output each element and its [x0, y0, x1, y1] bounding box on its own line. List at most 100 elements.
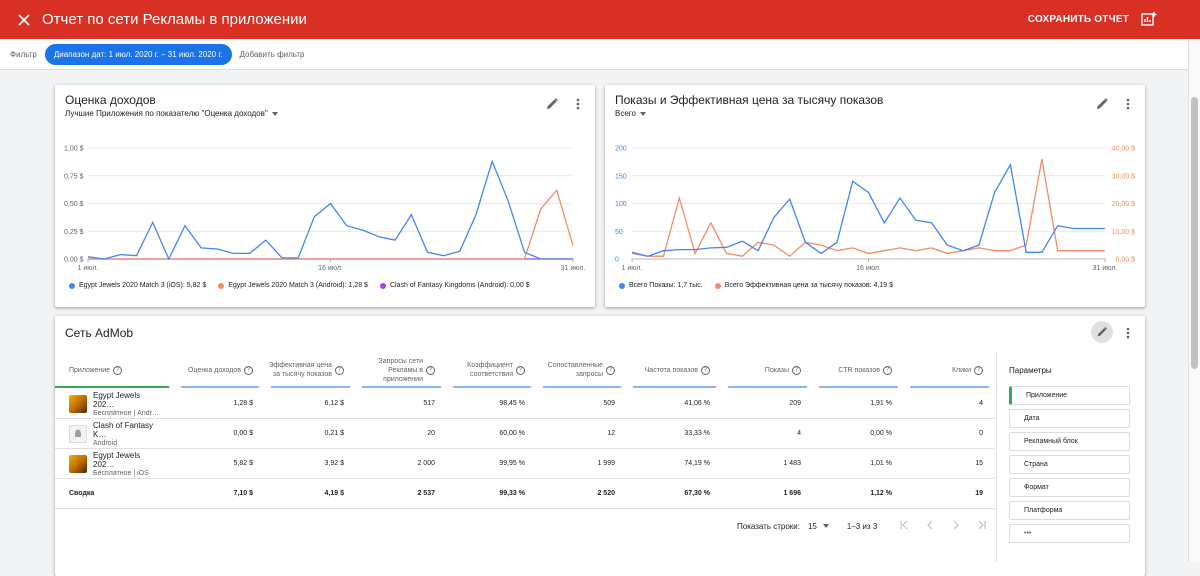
filter-bar: Фильтр Диапазон дат: 1 июл. 2020 г. – 31… — [0, 39, 1188, 70]
table-row[interactable]: Egypt Jewels 202… Бесплатное | iOS 5,82 $… — [55, 449, 995, 479]
col-header-app[interactable]: Приложение? — [55, 352, 175, 388]
legend-label: Clash of Fantasy Kingdoms (Android): 0,0… — [389, 282, 530, 289]
export-chart-icon[interactable] — [1141, 11, 1157, 32]
col-header-ecpm[interactable]: Эффективная цена за тысячу показов? — [265, 352, 356, 388]
col-header-matched-requests[interactable]: Сопоставленные запросы? — [537, 352, 627, 388]
legend-label: Egypt Jewels 2020 Match 3 (Android): 1,2… — [228, 282, 368, 289]
ecpm-cell: 3,92 $ — [324, 460, 344, 467]
ctr-cell: 1,12 % — [870, 490, 892, 497]
edit-pencil-icon[interactable] — [545, 97, 561, 113]
col-header-requests[interactable]: Запросы сети Рекламы в приложении? — [356, 352, 447, 388]
col-header-label: Приложение — [69, 366, 111, 374]
table-header: Приложение? Оценка доходов? Эффективная … — [55, 352, 995, 388]
app-name: Egypt Jewels 202… — [93, 390, 141, 409]
rows-per-page-select[interactable]: 15 — [808, 522, 829, 531]
app-platform: Бесплатное | Andr… — [93, 409, 159, 417]
legend-item[interactable]: Всего Эффективная цена за тысячу показов… — [714, 282, 893, 289]
col-header-line: запросы — [575, 371, 603, 378]
help-icon[interactable]: ? — [244, 365, 253, 375]
help-icon[interactable]: ? — [883, 365, 892, 375]
col-header-clicks[interactable]: Клики? — [904, 352, 995, 388]
app-cell[interactable]: Egypt Jewels 202… Бесплатное | Andr… — [55, 391, 175, 417]
impressions-cell: 1 483 — [783, 460, 801, 467]
help-icon[interactable]: ? — [113, 365, 123, 375]
dropdown-arrow-icon — [271, 111, 278, 116]
app-platform: Android — [93, 439, 118, 447]
show-rate-cell: 41,06 % — [684, 400, 710, 407]
ctr-cell: 1,91 % — [870, 400, 892, 407]
show-rate-cell: 67,30 % — [684, 490, 710, 497]
revenue-cell: 1,28 $ — [233, 400, 253, 407]
impressions-card: Показы и Эффективная цена за тысячу пока… — [605, 85, 1145, 307]
col-header-ctr[interactable]: CTR показов? — [813, 352, 904, 388]
param-platform-button[interactable]: Платформа — [1009, 501, 1130, 520]
scrollbar-thumb[interactable] — [1191, 97, 1198, 369]
help-icon[interactable]: ? — [974, 365, 983, 375]
col-header-show-rate[interactable]: Частота показов? — [627, 352, 722, 388]
more-vert-icon[interactable] — [1125, 97, 1131, 113]
param-app-button[interactable]: Приложение — [1009, 386, 1130, 405]
date-range-chip[interactable]: Диапазон дат: 1 июл. 2020 г. – 31 июл. 2… — [44, 43, 232, 65]
table-row[interactable]: Egypt Jewels 202… Бесплатное | Andr… 1,28… — [55, 389, 995, 419]
clicks-cell: 15 — [975, 460, 983, 467]
first-page-icon[interactable] — [899, 520, 909, 532]
sort-bar — [633, 386, 716, 388]
sort-bar — [819, 386, 898, 388]
more-vert-icon[interactable] — [575, 97, 581, 113]
app-cell[interactable]: Clash of Fantasy K… Android — [55, 421, 175, 447]
help-icon[interactable]: ? — [516, 365, 525, 375]
col-header-label: Частота показов — [644, 366, 698, 374]
col-header-impressions[interactable]: Показы? — [722, 352, 813, 388]
param-more-button[interactable]: ••• — [1009, 524, 1130, 543]
legend-item[interactable]: Egypt Jewels 2020 Match 3 (iOS): 5,82 $ — [69, 282, 206, 289]
impressions-card-subtitle-dropdown[interactable]: Всего — [615, 109, 646, 118]
match-rate-cell: 99,95 % — [499, 460, 525, 467]
page-scrollbar[interactable] — [1188, 39, 1200, 562]
series-line — [631, 162, 1105, 257]
param-format-button[interactable]: Формат — [1009, 478, 1130, 497]
sort-bar — [728, 386, 807, 388]
legend-item[interactable]: Всего Показы: 1,7 тыс. — [619, 282, 703, 289]
admob-table-title: Сеть AdMob — [65, 326, 134, 340]
revenue-card-subtitle-dropdown[interactable]: Лучшие Приложения по показателю "Оценка … — [65, 109, 278, 118]
app-cell[interactable]: Egypt Jewels 202… Бесплатное | iOS — [55, 451, 175, 477]
app-platform: Бесплатное | iOS — [93, 469, 149, 477]
revenue-card: Оценка доходов Лучшие Приложения по пока… — [55, 85, 595, 307]
col-header-label: Эффективная цена за тысячу показов — [269, 361, 333, 379]
requests-cell: 2 537 — [417, 490, 435, 497]
help-icon[interactable]: ? — [701, 365, 710, 375]
help-icon[interactable]: ? — [335, 365, 344, 375]
save-report-button[interactable]: СОХРАНИТЬ ОТЧЕТ — [1027, 14, 1129, 25]
param-date-button[interactable]: Дата — [1009, 409, 1130, 428]
help-icon[interactable]: ? — [606, 365, 615, 375]
close-icon[interactable] — [0, 0, 48, 39]
help-icon[interactable]: ? — [426, 365, 435, 375]
col-header-match-rate[interactable]: Коэффициент соответствия? — [447, 352, 537, 388]
legend-label: Egypt Jewels 2020 Match 3 (iOS): 5,82 $ — [79, 282, 207, 289]
legend-dot — [379, 282, 386, 289]
revenue-cell: 5,82 $ — [233, 460, 253, 467]
col-header-line: за тысячу показов — [272, 371, 332, 378]
col-header-revenue[interactable]: Оценка доходов? — [175, 352, 265, 388]
sort-bar — [55, 386, 169, 388]
edit-pencil-icon[interactable] — [1095, 97, 1111, 113]
help-icon[interactable]: ? — [792, 365, 801, 375]
param-ad-unit-button[interactable]: Рекламный блок — [1009, 432, 1130, 451]
y-tick-label: 0,75 $ — [64, 173, 84, 180]
more-vert-icon[interactable] — [1125, 326, 1131, 342]
last-page-icon[interactable] — [977, 520, 987, 532]
matched-requests-cell: 1 999 — [597, 460, 615, 467]
legend-item[interactable]: Egypt Jewels 2020 Match 3 (Android): 1,2… — [218, 282, 368, 289]
add-filter-button[interactable]: Добавить фильтр — [239, 49, 305, 59]
param-country-button[interactable]: Страна — [1009, 455, 1130, 474]
legend-item[interactable]: Clash of Fantasy Kingdoms (Android): 0,0… — [379, 282, 530, 289]
prev-page-icon[interactable] — [925, 520, 935, 532]
legend-dot — [218, 282, 225, 289]
next-page-icon[interactable] — [951, 520, 961, 532]
col-header-label: CTR показов — [838, 366, 880, 374]
edit-pencil-button[interactable] — [1091, 321, 1113, 343]
ecpm-cell: 0,21 $ — [324, 430, 344, 437]
x-tick-label: 31 июл. — [1093, 265, 1118, 272]
y-tick-label-left: 0 — [615, 257, 619, 264]
table-row[interactable]: Clash of Fantasy K… Android 0,00 $ 0,21 $… — [55, 419, 995, 449]
